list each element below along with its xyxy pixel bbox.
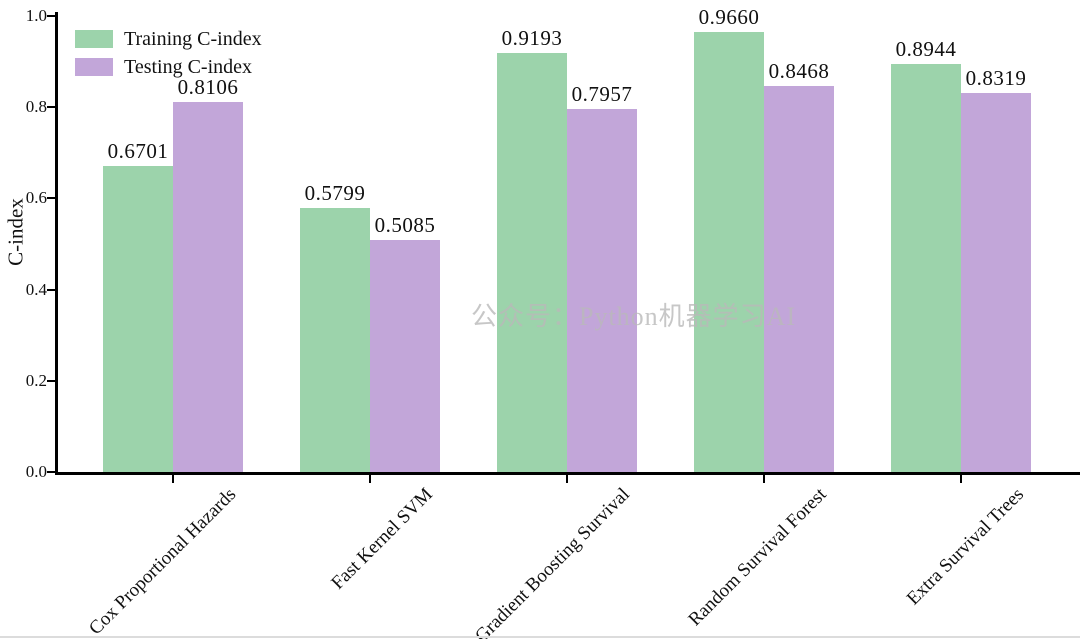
x-category-label: Cox Proportional Hazards [84,484,240,639]
bar-value-label: 0.8106 [177,75,239,99]
y-tick-label: 0.8 [25,97,47,116]
x-category-label: Random Survival Forest [684,484,831,631]
testing-bar-0 [173,102,243,472]
x-tick-mark [172,475,174,483]
y-tick-mark [47,471,55,473]
training-bar-1 [300,208,370,472]
y-tick-label: 0.4 [25,280,47,299]
training-swatch [75,30,113,48]
testing-bar-4 [961,93,1031,472]
bar-value-label: 0.9193 [501,26,563,50]
x-tick-mark [960,475,962,483]
x-tick-mark [763,475,765,483]
bar-value-label: 0.8944 [895,37,957,61]
legend-item-testing: Testing C-index [75,53,262,81]
x-category-label: Extra Survival Trees [902,484,1028,610]
x-axis-line [55,472,1080,475]
y-axis-line [55,12,58,475]
bar-value-label: 0.8468 [768,59,830,83]
y-tick-mark [47,15,55,17]
training-bar-0 [103,166,173,472]
legend: Training C-index Testing C-index [75,25,262,81]
watermark-text: 公众号：Python机器学习AI [471,302,797,331]
training-bar-4 [891,64,961,472]
bar-value-label: 0.5799 [304,181,366,205]
training-bar-2 [497,53,567,472]
y-tick-label: 0.6 [25,188,47,207]
bar-value-label: 0.5085 [374,213,436,237]
y-axis-title: C-index [3,198,28,266]
testing-bar-2 [567,109,637,472]
y-tick-label: 0.2 [25,371,47,390]
bar-value-label: 0.7957 [571,82,633,106]
x-category-label: Gradient Boosting Survival [471,484,634,639]
y-tick-label: 1.0 [25,6,47,25]
testing-swatch [75,58,113,76]
bar-value-label: 0.9660 [698,5,760,29]
y-tick-mark [47,289,55,291]
bottom-border-line [0,636,1080,638]
y-tick-mark [47,106,55,108]
legend-label-testing: Testing C-index [124,55,253,78]
x-category-label: Fast Kernel SVM [327,484,437,594]
testing-bar-3 [764,86,834,472]
bar-value-label: 0.6701 [107,139,169,163]
legend-label-training: Training C-index [124,27,262,50]
x-tick-mark [369,475,371,483]
testing-bar-1 [370,240,440,472]
y-tick-mark [47,380,55,382]
y-tick-mark [47,197,55,199]
training-bar-3 [694,32,764,472]
legend-item-training: Training C-index [75,25,262,53]
y-tick-label: 0.0 [25,462,47,481]
bar-value-label: 0.8319 [965,66,1027,90]
x-tick-mark [566,475,568,483]
